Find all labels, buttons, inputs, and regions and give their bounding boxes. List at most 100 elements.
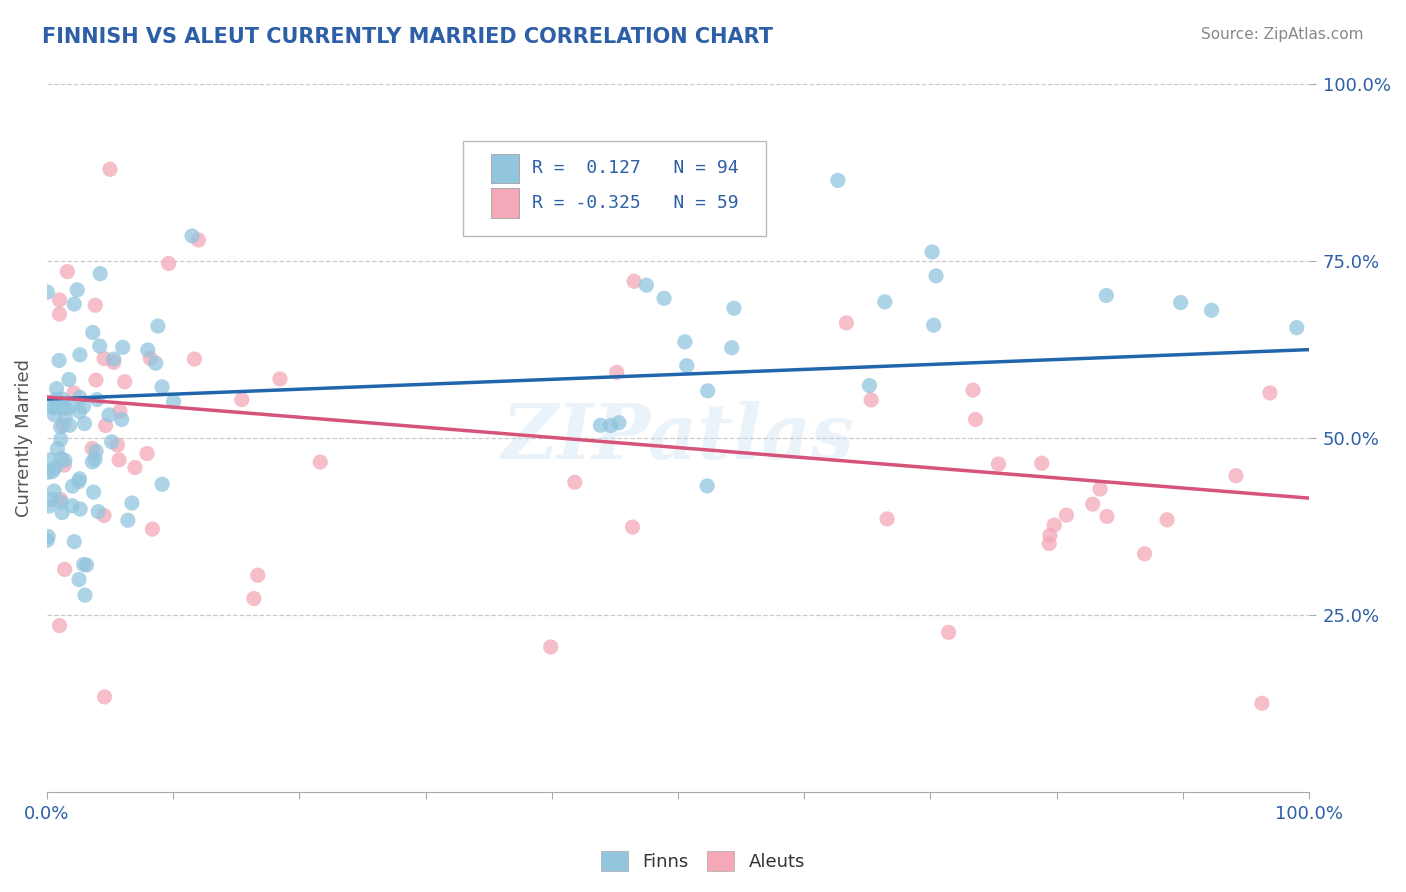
Point [48,353,70,368]
Legend: Finns, Aleuts: Finns, Aleuts [593,844,813,879]
Point [111,340,134,354]
Point [44,460,66,475]
Point [93,508,115,523]
Point [243,591,266,606]
Point [62,479,84,493]
Point [1225,468,1247,483]
Point [1201,303,1223,318]
Point [564,475,586,490]
Point [48,307,70,321]
FancyBboxPatch shape [464,141,766,236]
Point [922,318,945,333]
Point [1156,513,1178,527]
Point [89,267,111,281]
Point [921,244,943,259]
Point [53,562,76,576]
Point [53,458,76,472]
Point [1095,288,1118,302]
Point [45,392,67,407]
Point [49,433,72,447]
Point [41,492,63,507]
Point [48,396,70,410]
Point [93,351,115,366]
Point [876,512,898,526]
Point [675,359,697,373]
Point [94,418,117,433]
Point [69,348,91,362]
Point [873,294,896,309]
Point [540,640,562,654]
Text: ZIPatlas: ZIPatlas [502,401,855,475]
Text: FINNISH VS ALEUT CURRENTLY MARRIED CORRELATION CHART: FINNISH VS ALEUT CURRENTLY MARRIED CORRE… [42,27,773,46]
Point [39,452,62,467]
Point [49,495,72,509]
Point [46,442,69,456]
Point [114,375,136,389]
Point [139,351,162,366]
Point [938,625,960,640]
Point [82,326,104,340]
Point [51,451,73,466]
Point [73,558,96,572]
Point [98,162,121,177]
Point [49,420,72,434]
Point [73,588,96,602]
Point [1038,536,1060,550]
Point [1088,482,1111,496]
Point [1133,547,1156,561]
Point [72,400,94,414]
Point [150,380,173,394]
Point [73,417,96,431]
Point [1258,385,1281,400]
Point [82,455,104,469]
Point [121,496,143,510]
Point [1039,528,1062,542]
Point [183,352,205,367]
Point [103,352,125,367]
Point [86,392,108,407]
Point [1031,456,1053,470]
Point [93,690,115,704]
Text: Source: ZipAtlas.com: Source: ZipAtlas.com [1201,27,1364,42]
Point [136,446,159,460]
Point [48,293,70,307]
Point [59,400,82,414]
FancyBboxPatch shape [491,188,519,218]
Point [987,457,1010,471]
Point [145,356,167,370]
Point [37,285,59,300]
Point [1054,508,1077,522]
Point [720,341,742,355]
Point [67,475,90,489]
Point [725,201,748,215]
Point [827,173,849,187]
Point [45,382,67,396]
Point [231,392,253,407]
Point [83,485,105,500]
Point [84,444,107,458]
Point [49,492,72,507]
Point [599,418,621,433]
Point [965,412,987,426]
Text: R = -0.325   N = 59: R = -0.325 N = 59 [531,194,738,211]
Point [962,383,984,397]
Point [696,479,718,493]
Point [63,297,86,311]
Point [103,355,125,369]
Point [100,434,122,449]
Point [269,372,291,386]
Point [55,401,77,416]
Point [1285,320,1308,334]
Point [124,460,146,475]
Point [60,499,83,513]
Point [187,233,209,247]
Point [37,533,59,548]
Point [69,472,91,486]
Point [63,386,86,401]
Point [41,400,63,414]
Point [685,216,707,230]
Point [1170,295,1192,310]
Point [246,568,269,582]
Point [87,505,110,519]
Point [111,412,134,426]
